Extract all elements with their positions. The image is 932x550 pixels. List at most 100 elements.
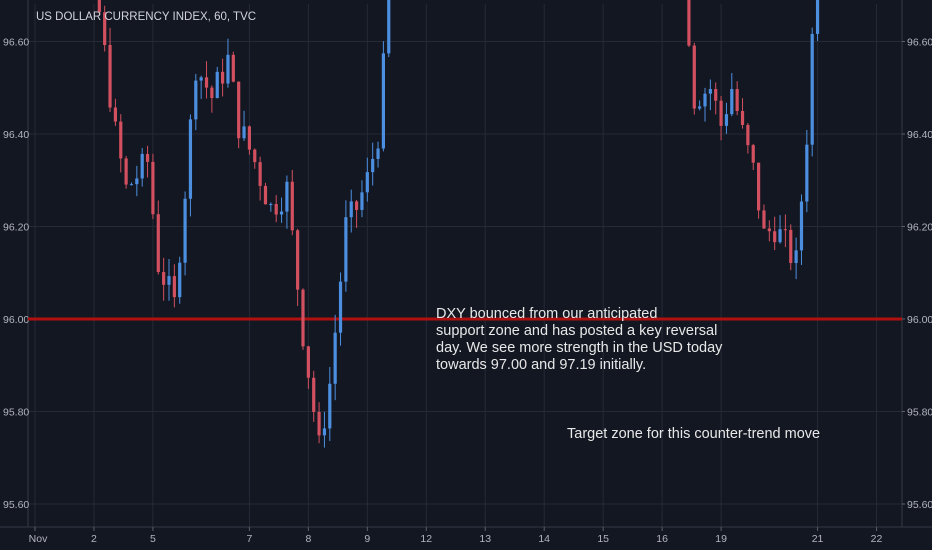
candle-body [687,0,691,46]
candle-body [145,153,150,162]
candle-body [285,181,289,212]
candle-body [778,229,782,243]
y-tick-label-left: 96.00 [3,314,29,326]
candle-body [156,214,160,273]
x-tick-label: 13 [479,533,491,545]
candle-body [178,262,182,298]
y-tick-label-left: 96.60 [3,37,29,49]
candle-body [708,89,712,94]
x-tick-label: 15 [597,533,609,545]
x-tick-label: 2 [91,533,97,545]
candle-body [783,229,787,231]
y-tick-label-left: 95.80 [3,407,29,419]
candle-body [263,185,268,205]
candle-body [194,80,198,120]
candle-body [103,12,107,46]
candle-body [135,178,139,185]
candle-body [773,231,777,243]
candle-body [301,289,305,347]
x-tick-label: 7 [246,533,252,545]
chart-annotation: DXY bounced from our anticipated support … [436,306,722,374]
candle-body [215,71,219,99]
y-tick-label-right: 96.20 [907,222,932,234]
candle-body [746,124,750,146]
candle-body [810,33,814,145]
y-tick-label-right: 95.60 [907,499,932,511]
candle-body [129,184,134,186]
annotation-line: support zone and has posted a key revers… [436,323,718,339]
y-tick-label-left: 96.40 [3,129,29,141]
candle-body [269,203,273,205]
candle-body [183,198,187,263]
candle-body [735,89,739,111]
candle-body [692,45,696,109]
x-tick-label: 14 [538,533,550,545]
x-tick-label: Nov [29,533,48,545]
candle-body [338,281,343,333]
candle-body [767,228,771,232]
candle-body [387,0,391,54]
candle-body [322,428,327,436]
candle-body [762,210,766,229]
candle-body [296,230,300,290]
candle-body [237,81,241,139]
candle-body [355,201,359,210]
candle-body [108,45,112,108]
candle-body [210,87,214,99]
annotation-line: DXY bounced from our anticipated [436,306,658,322]
candle-body [371,158,375,173]
candle-body [730,89,734,115]
x-tick-label: 12 [420,533,432,545]
candle-body [140,153,144,179]
candle-body [360,192,364,210]
candle-body [698,106,702,109]
candle-body [188,119,193,199]
candle-body [290,181,294,231]
candle-body [328,383,332,429]
candle-body [805,144,809,202]
candle-body [97,0,101,13]
candle-body [714,89,718,101]
candle-body [312,377,316,412]
candle-body [306,346,310,378]
candle-body [162,272,166,285]
candle-body [344,217,348,282]
candle-body [221,71,225,84]
candle-body [124,158,128,185]
candle-body [317,411,321,436]
candle-body [119,121,123,159]
candle-body [703,93,707,107]
candle-body [199,77,203,81]
y-tick-label-right: 96.40 [907,129,932,141]
x-tick-label: 5 [150,533,156,545]
candle-body [365,172,369,193]
x-tick-label: 16 [656,533,668,545]
y-tick-label-left: 95.60 [3,499,29,511]
y-tick-label-right: 96.00 [907,314,932,326]
candle-body [381,53,385,149]
candle-body [242,126,246,139]
y-tick-label-left: 96.20 [3,222,29,234]
candle-body [376,148,380,159]
x-tick-label: 21 [812,533,824,545]
x-tick-label: 8 [305,533,311,545]
chart-title: US DOLLAR CURRENCY INDEX, 60, TVC [36,11,257,23]
y-tick-label-right: 96.60 [907,37,932,49]
candle-body [794,250,798,264]
candle-body [333,332,337,384]
x-tick-label: 19 [715,533,727,545]
y-tick-label-right: 95.80 [907,407,932,419]
candle-body [113,107,117,122]
candle-body [247,126,251,150]
candle-body [172,276,176,298]
candle-body [226,54,230,84]
candle-body [151,161,155,215]
candle-body [279,211,284,215]
candle-body [740,110,745,125]
annotation-line: day. We see more strength in the USD tod… [436,340,723,356]
target-zone-label: Target zone for this counter-trend move [567,426,820,442]
candle-body [258,162,262,186]
candle-body [799,201,804,251]
candle-body [167,276,171,285]
